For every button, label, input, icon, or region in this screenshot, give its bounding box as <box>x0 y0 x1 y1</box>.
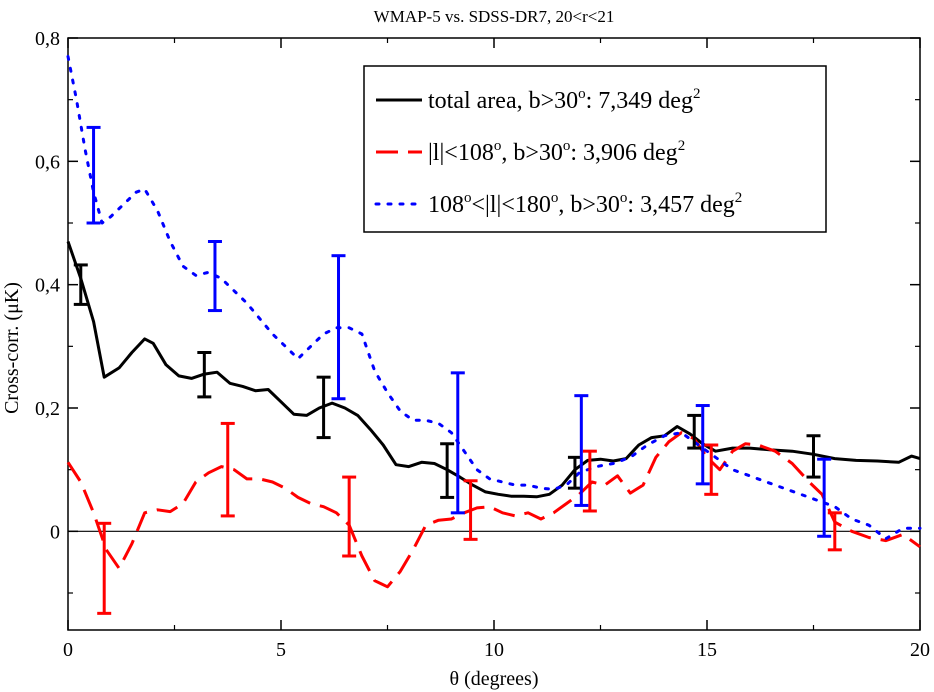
error-bar-s1 <box>567 455 582 490</box>
error-bar-s1 <box>316 375 331 440</box>
y-axis-label: Cross-corr. (μK) <box>1 282 23 414</box>
error-bar-s1 <box>73 263 88 306</box>
legend: total area, b>30o: 7,349 deg2 |l|<108o, b… <box>363 65 827 233</box>
series-line-1 <box>66 241 921 499</box>
x-tick-label: 10 <box>484 639 504 661</box>
legend-box <box>363 65 827 233</box>
legend-label-1: total area, b>30o: 7,349 deg2 <box>428 86 700 114</box>
x-tick-label: 15 <box>697 639 717 661</box>
y-tick-label: 0,2 <box>35 398 60 420</box>
error-bar-s1 <box>440 442 455 499</box>
y-tick-label: 0,4 <box>35 275 60 297</box>
error-bar-s1 <box>806 434 821 479</box>
x-tick-label: 0 <box>63 639 73 661</box>
series-line-2 <box>66 431 921 589</box>
error-bar-s2 <box>97 521 112 615</box>
error-bar-s1 <box>687 413 702 450</box>
y-tick-label: 0,6 <box>35 151 60 173</box>
error-bar-s3 <box>817 457 832 538</box>
x-tick-label: 20 <box>910 639 930 661</box>
plot-area: 0 5 10 15 20 0 0,2 0,4 0,6 0,8 <box>35 28 930 661</box>
error-bar-s3 <box>207 240 222 313</box>
series-line-3 <box>66 55 922 541</box>
error-bar-s3 <box>695 404 710 486</box>
legend-label-3: 108o<|l|<180o, b>30o: 3,457 deg2 <box>428 190 742 218</box>
error-bar-s2 <box>704 443 719 496</box>
error-bar-s2 <box>827 511 842 552</box>
y-tick-label: 0 <box>50 521 60 543</box>
error-bar-s2 <box>220 421 235 518</box>
error-bar-s3 <box>574 394 589 507</box>
y-tick-label: 0,8 <box>35 28 60 50</box>
error-bar-s3 <box>86 125 101 225</box>
error-bar-s3 <box>331 254 346 401</box>
error-bar-s2 <box>463 479 478 541</box>
x-axis-label: θ (degrees) <box>450 668 539 690</box>
legend-label-2: |l|<108o, b>30o: 3,906 deg2 <box>428 138 685 166</box>
error-bar-s3 <box>450 371 465 515</box>
x-tick-label: 5 <box>276 639 286 661</box>
chart-title: WMAP-5 vs. SDSS-DR7, 20<r<21 <box>374 7 615 26</box>
error-bar-s1 <box>197 351 212 399</box>
error-bar-s2 <box>582 449 597 513</box>
error-bar-s2 <box>342 475 357 558</box>
